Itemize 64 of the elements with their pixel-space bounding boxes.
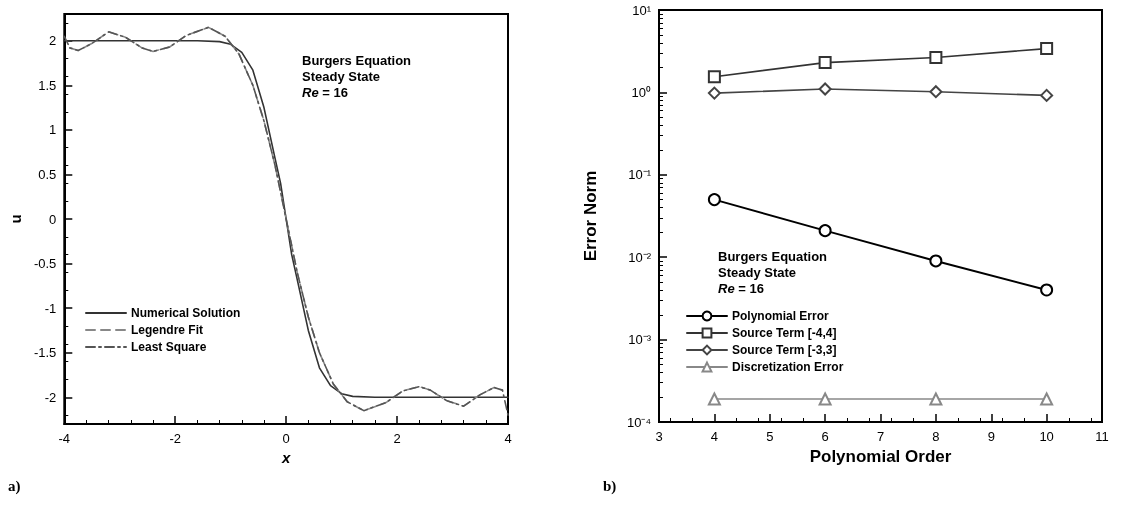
x-tick-label: 10 [1039,429,1054,444]
legend-label: Legendre Fit [131,323,204,337]
y-tick-label: 10⁻³ [628,332,652,348]
point [929,254,943,268]
y-tick-label: -0.5 [33,256,57,272]
point [929,51,943,65]
point [1040,88,1054,102]
y-tick-label: 2 [49,33,57,49]
text: b) [603,477,617,495]
y-tick-label: 0 [49,211,57,227]
x-tick-label: 0 [282,431,290,446]
annotation: Steady State [718,265,797,280]
x-tick-label: -4 [58,431,71,446]
x-tick-label: -2 [169,431,182,446]
text: a) [8,477,21,495]
x-axis-title: x [280,448,291,466]
legend-label: Source Term [-3,3] [732,343,837,357]
point [707,193,721,207]
x-tick-label: 5 [766,429,774,444]
y-tick-label: 10⁻¹ [628,167,652,183]
annotation: Steady State [302,69,381,84]
y-tick-label: 10⁻⁴ [626,414,651,430]
point [929,392,943,406]
y-axis-title: Error Norm [581,170,600,262]
x-tick-label: 4 [710,429,718,444]
legend-label: Polynomial Error [732,309,830,323]
x-tick-label: 8 [932,429,940,444]
y-tick-label: -1 [44,300,57,316]
point [818,56,832,70]
point [818,224,832,238]
x-tick-label: 7 [876,429,885,444]
y-tick-label: 0.5 [38,166,57,182]
y-tick-label: 10⁻² [628,249,652,265]
y-tick-label: 10¹ [632,2,652,18]
legend-label: Source Term [-4,4] [732,326,837,340]
y-tick-label: 1.5 [38,77,57,93]
point [1040,392,1054,406]
point [1040,283,1054,297]
point [1040,42,1054,56]
point [707,392,721,406]
y-tick-label: 1 [49,122,57,138]
x-tick-label: 11 [1095,429,1109,444]
point [818,392,832,406]
annotation: Burgers Equation [718,249,828,264]
x-tick-label: 4 [504,431,512,446]
x-tick-label: 3 [655,429,663,444]
y-tick-label: 10⁰ [631,84,651,100]
y-tick-label: -1.5 [33,345,57,361]
legend-label: Discretization Error [732,360,844,374]
annotation: Re = 16 [718,281,764,296]
point [707,86,721,100]
x-axis-title: Polynomial Order [809,446,952,466]
annotation: Burgers Equation [302,53,412,68]
x-tick-label: 2 [393,431,401,446]
point [707,70,721,84]
y-tick-label: -2 [44,389,57,405]
x-tick-label: 6 [821,429,829,444]
x-tick-label: 9 [987,429,995,444]
y-axis-title: u [7,214,24,224]
annotation: Re = 16 [302,85,348,100]
point [818,82,832,96]
point [929,85,943,99]
legend-label: Least Square [131,340,207,354]
legend-label: Numerical Solution [131,306,241,320]
